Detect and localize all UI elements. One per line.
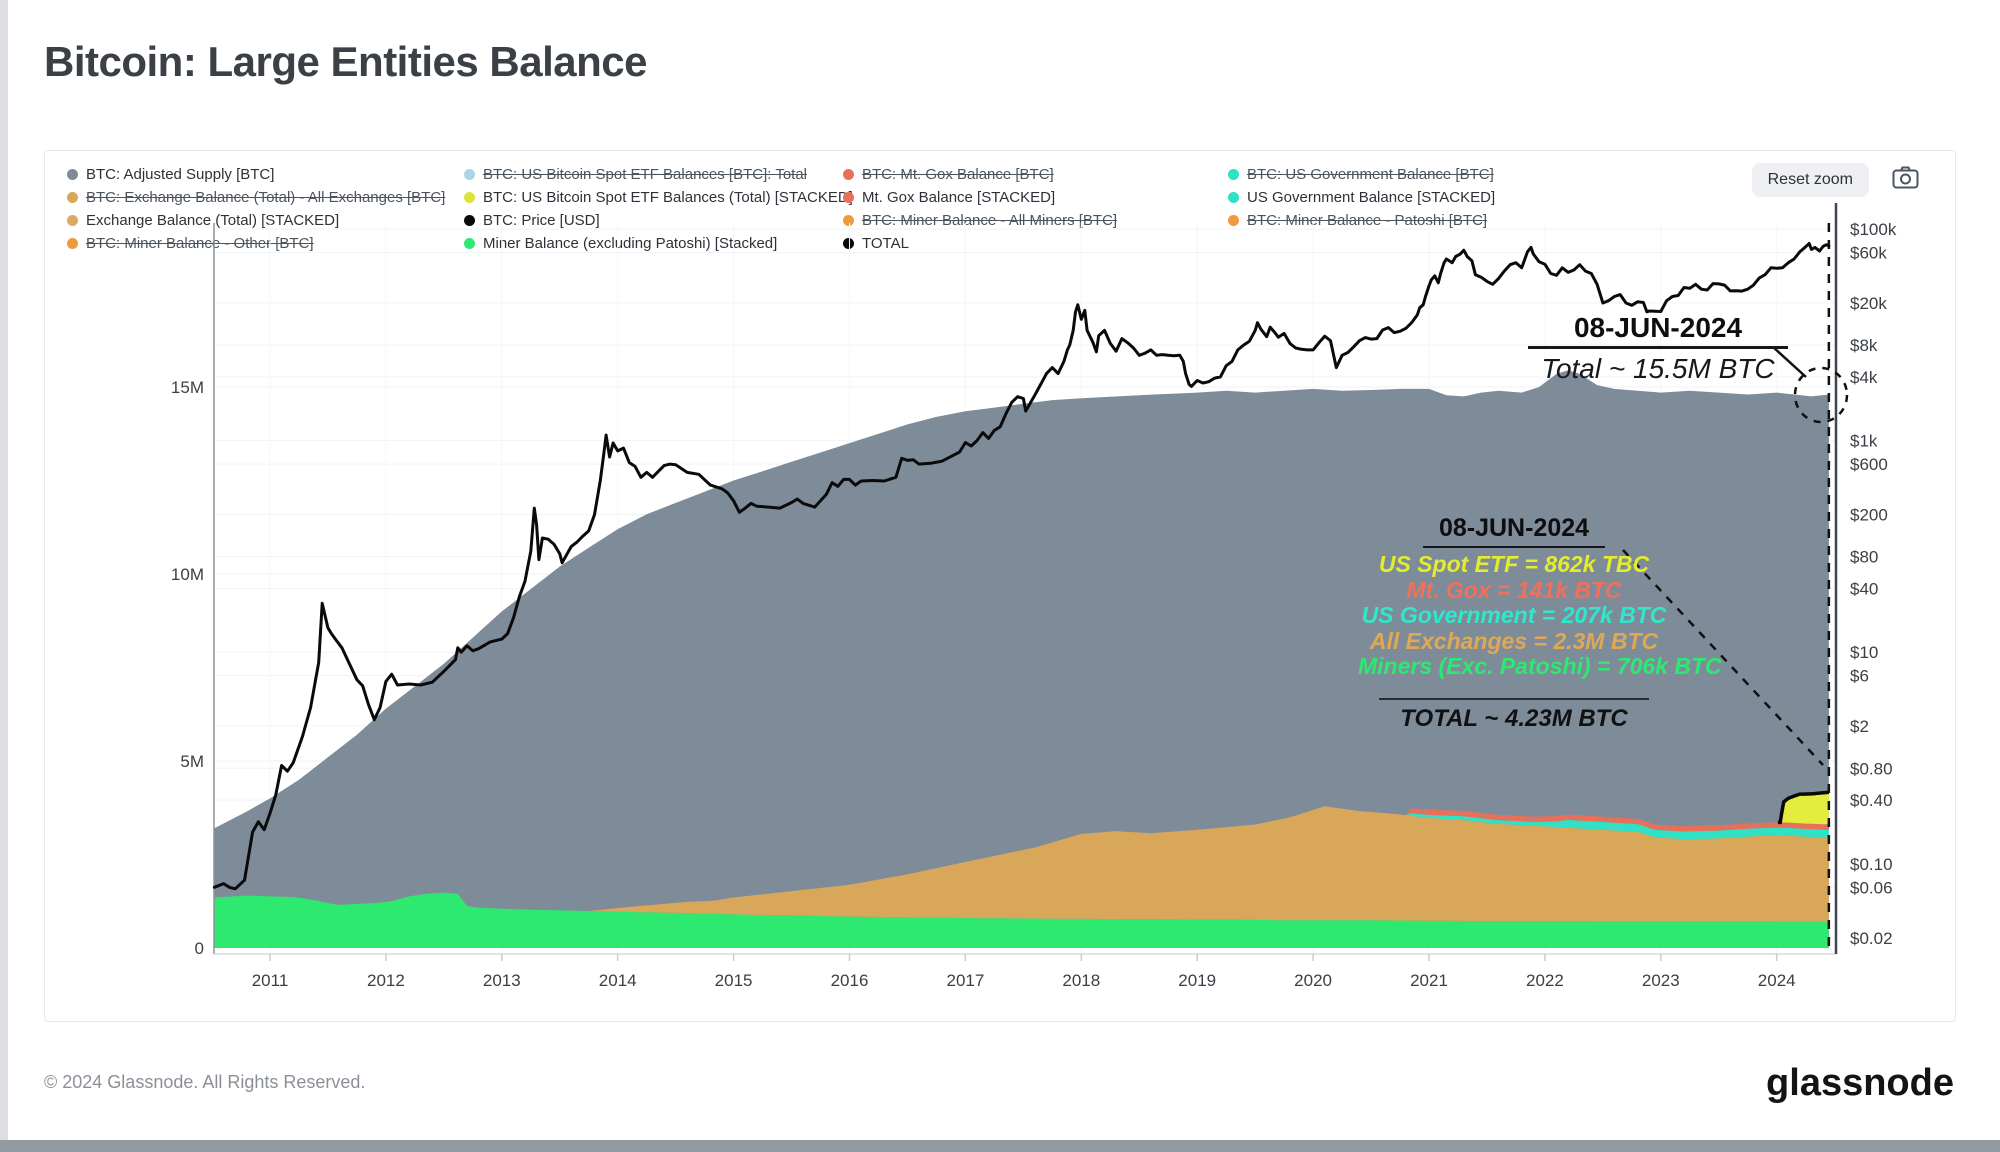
legend-item[interactable]: BTC: Mt. Gox Balance [BTC] bbox=[843, 163, 1117, 186]
legend-item[interactable]: Mt. Gox Balance [STACKED] bbox=[843, 186, 1117, 209]
window-left-edge bbox=[0, 0, 8, 1140]
legend-item[interactable]: TOTAL bbox=[843, 232, 1117, 255]
annotation-date: 08-JUN-2024 bbox=[1422, 514, 1606, 548]
legend-dot-icon bbox=[464, 215, 475, 226]
legend-item[interactable]: Miner Balance (excluding Patoshi) [Stack… bbox=[464, 232, 853, 255]
legend-item[interactable]: BTC: Exchange Balance (Total) - All Exch… bbox=[67, 186, 445, 209]
legend-dot-icon bbox=[67, 169, 78, 180]
legend-label: BTC: Miner Balance - All Miners [BTC] bbox=[862, 212, 1118, 229]
legend-dot-icon bbox=[843, 215, 854, 226]
page-title: Bitcoin: Large Entities Balance bbox=[44, 38, 647, 85]
legend-item[interactable]: BTC: US Bitcoin Spot ETF Balances (Total… bbox=[464, 186, 853, 209]
legend-item[interactable]: BTC: Adjusted Supply [BTC] bbox=[67, 163, 445, 186]
legend-item[interactable]: BTC: Price [USD] bbox=[464, 209, 853, 232]
legend-dot-icon bbox=[464, 169, 475, 180]
legend-label: BTC: US Government Balance [BTC] bbox=[1247, 166, 1494, 183]
legend-dot-icon bbox=[843, 192, 854, 203]
annotation-date: 08-JUN-2024 bbox=[1528, 312, 1788, 349]
legend-item[interactable]: Exchange Balance (Total) [STACKED] bbox=[67, 209, 445, 232]
annotation-supply-total: 08-JUN-2024 Total ~ 15.5M BTC bbox=[1528, 312, 1788, 385]
annotation-supply-value: Total ~ 15.5M BTC bbox=[1541, 353, 1775, 384]
camera-icon[interactable] bbox=[1892, 166, 1919, 192]
legend-dot-icon bbox=[67, 238, 78, 249]
legend-label: BTC: Price [USD] bbox=[483, 212, 600, 229]
legend-item[interactable]: BTC: US Government Balance [BTC] bbox=[1228, 163, 1495, 186]
annotation-line: Miners (Exc. Patoshi) = 706k BTC bbox=[1358, 653, 1722, 679]
legend-item[interactable]: BTC: Miner Balance - Patoshi [BTC] bbox=[1228, 209, 1495, 232]
annotation-divider bbox=[1379, 697, 1649, 700]
legend-label: BTC: Exchange Balance (Total) - All Exch… bbox=[86, 189, 446, 206]
legend-label: US Government Balance [STACKED] bbox=[1247, 189, 1496, 206]
legend-label: BTC: US Bitcoin Spot ETF Balances (Total… bbox=[483, 189, 853, 206]
legend-label: Mt. Gox Balance [STACKED] bbox=[862, 189, 1056, 206]
annotation-line: US Government = 207k BTC bbox=[1361, 602, 1667, 628]
legend-dot-icon bbox=[843, 238, 854, 249]
legend-dot-icon bbox=[464, 192, 475, 203]
legend-label: BTC: Adjusted Supply [BTC] bbox=[86, 166, 275, 183]
legend-dot-icon bbox=[1228, 215, 1239, 226]
legend-label: Miner Balance (excluding Patoshi) [Stack… bbox=[483, 235, 778, 252]
legend-dot-icon bbox=[1228, 169, 1239, 180]
legend-item[interactable]: BTC: Miner Balance - Other [BTC] bbox=[67, 232, 445, 255]
copyright-text: © 2024 Glassnode. All Rights Reserved. bbox=[44, 1072, 366, 1092]
glassnode-logo: glassnode bbox=[1766, 1062, 1954, 1104]
legend-column-3: BTC: Mt. Gox Balance [BTC] Mt. Gox Balanc… bbox=[843, 163, 1117, 255]
legend-label: Exchange Balance (Total) [STACKED] bbox=[86, 212, 340, 229]
legend-column-2: BTC: US Bitcoin Spot ETF Balances [BTC]:… bbox=[464, 163, 853, 255]
legend-label: TOTAL bbox=[862, 235, 909, 252]
legend-dot-icon bbox=[464, 238, 475, 249]
annotation-line: Mt. Gox = 141k BTC bbox=[1406, 576, 1622, 603]
legend-item[interactable]: BTC: US Bitcoin Spot ETF Balances [BTC]:… bbox=[464, 163, 853, 186]
legend-label: BTC: Mt. Gox Balance [BTC] bbox=[862, 166, 1054, 183]
legend-dot-icon bbox=[843, 169, 854, 180]
annotation-grand-total: TOTAL ~ 4.23M BTC bbox=[1400, 704, 1628, 732]
reset-zoom-button[interactable]: Reset zoom bbox=[1751, 163, 1869, 197]
annotation-stacked-breakdown: 08-JUN-2024 US Spot ETF = 862k TBC Mt. Go… bbox=[1358, 514, 1722, 733]
legend-column-1: BTC: Adjusted Supply [BTC] BTC: Exchange … bbox=[67, 163, 445, 255]
legend-label: BTC: US Bitcoin Spot ETF Balances [BTC]:… bbox=[483, 166, 808, 183]
legend-column-4: BTC: US Government Balance [BTC] US Gover… bbox=[1228, 163, 1495, 232]
legend-dot-icon bbox=[1228, 192, 1239, 203]
window-bottom-edge bbox=[0, 1140, 2000, 1152]
legend-label: BTC: Miner Balance - Patoshi [BTC] bbox=[1247, 212, 1488, 229]
annotation-line: US Spot ETF = 862k TBC bbox=[1378, 551, 1650, 577]
legend-item[interactable]: US Government Balance [STACKED] bbox=[1228, 186, 1495, 209]
legend-item[interactable]: BTC: Miner Balance - All Miners [BTC] bbox=[843, 209, 1117, 232]
legend-dot-icon bbox=[67, 192, 78, 203]
legend-label: BTC: Miner Balance - Other [BTC] bbox=[86, 235, 314, 252]
legend-dot-icon bbox=[67, 215, 78, 226]
annotation-line: All Exchanges = 2.3M BTC bbox=[1369, 627, 1659, 654]
